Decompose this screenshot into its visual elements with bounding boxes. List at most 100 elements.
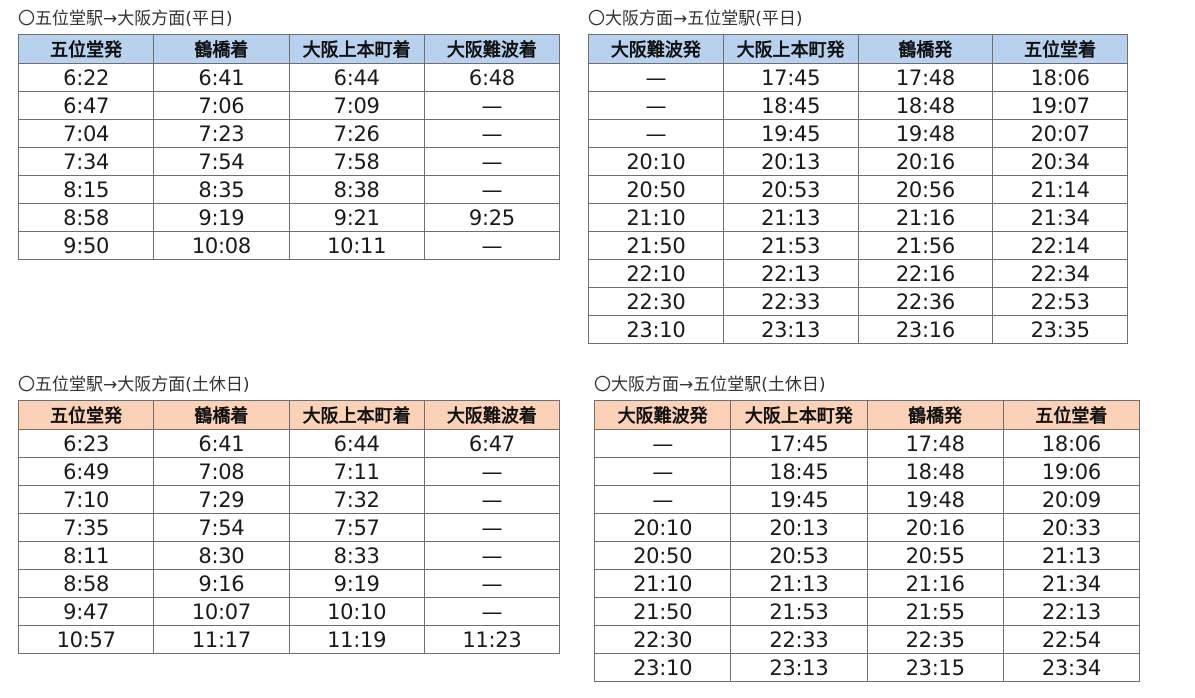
time-cell: 20:10 — [588, 147, 724, 176]
time-cell: 21:34 — [992, 203, 1128, 232]
time-cell: 20:13 — [730, 513, 868, 542]
time-cell: 9:50 — [17, 231, 155, 260]
time-cell: 11:19 — [288, 625, 425, 654]
time-cell: 8:33 — [288, 541, 425, 570]
table-row: 10:57 11:17 11:19 11:23 — [17, 625, 561, 654]
time-cell: — — [588, 119, 724, 148]
time-cell: 17:45 — [730, 429, 868, 458]
time-cell: 23:10 — [588, 315, 724, 344]
time-cell: 18:45 — [722, 91, 859, 120]
time-cell: 19:45 — [722, 119, 859, 148]
time-cell: 18:06 — [1002, 429, 1141, 458]
time-cell: 6:44 — [288, 63, 425, 92]
time-cell: — — [423, 569, 561, 598]
time-cell: 20:50 — [593, 541, 732, 570]
time-cell: — — [588, 91, 724, 120]
table-row: 22:30 22:33 22:36 22:53 — [588, 287, 1128, 316]
table-row: 7:35 7:54 7:57— — [17, 513, 561, 542]
time-cell: 7:10 — [17, 485, 155, 514]
time-cell: 7:09 — [288, 91, 425, 120]
table-row: 20:50 20:53 20:55 21:13 — [593, 541, 1141, 570]
time-cell: 20:56 — [857, 175, 994, 204]
time-cell: 9:19 — [288, 569, 425, 598]
time-cell: 22:13 — [722, 259, 859, 288]
timetable-table: 大阪難波発 大阪上本町発 鶴橋発 五位堂着 —17:45 17:48 18:06—18:45… — [593, 400, 1141, 682]
table-row: 20:10 20:13 20:16 20:34 — [588, 147, 1128, 176]
column-header: 大阪難波着 — [423, 400, 561, 430]
table-header-row: 五位堂発 鶴橋着 大阪上本町着 大阪難波着 — [17, 34, 561, 64]
timetable-holiday-to-goido: 〇大阪方面→五位堂駅(土休日) 大阪難波発 大阪上本町発 鶴橋発 五位堂着 —17:45… — [593, 374, 1141, 682]
time-cell: 11:23 — [423, 625, 561, 654]
time-cell: 8:58 — [17, 203, 155, 232]
table-row: 8:58 9:19 9:21 9:25 — [17, 203, 561, 232]
time-cell: 9:21 — [288, 203, 425, 232]
time-cell: 7:11 — [288, 457, 425, 486]
table-row: —17:45 17:48 18:06 — [588, 63, 1128, 92]
time-cell: 7:26 — [288, 119, 425, 148]
time-cell: 18:45 — [730, 457, 868, 486]
time-cell: — — [423, 147, 561, 176]
table-row: 6:22 6:41 6:44 6:48 — [17, 63, 561, 92]
column-header: 大阪難波発 — [588, 34, 724, 64]
table-row: 7:34 7:54 7:58— — [17, 147, 561, 176]
time-cell: 20:50 — [588, 175, 724, 204]
time-cell: 21:10 — [588, 203, 724, 232]
time-cell: 10:07 — [153, 597, 290, 626]
table-row: 8:15 8:35 8:38— — [17, 175, 561, 204]
time-cell: 21:13 — [722, 203, 859, 232]
time-cell: 6:44 — [288, 429, 425, 458]
column-header: 五位堂発 — [17, 34, 155, 64]
time-cell: 21:53 — [730, 597, 868, 626]
table-row: 9:50 10:08 10:11— — [17, 231, 561, 260]
time-cell: 6:23 — [17, 429, 155, 458]
table-row: 7:10 7:29 7:32— — [17, 485, 561, 514]
time-cell: 19:45 — [730, 485, 868, 514]
time-cell: 22:53 — [992, 287, 1128, 316]
table-row: 8:11 8:30 8:33— — [17, 541, 561, 570]
time-cell: 20:13 — [722, 147, 859, 176]
time-cell: 7:04 — [17, 119, 155, 148]
time-cell: 22:13 — [1002, 597, 1141, 626]
time-cell: 21:10 — [593, 569, 732, 598]
time-cell: — — [593, 429, 732, 458]
table-row: 6:47 7:06 7:09— — [17, 91, 561, 120]
time-cell: 7:54 — [153, 147, 290, 176]
table-row: 6:49 7:08 7:11— — [17, 457, 561, 486]
time-cell: — — [588, 63, 724, 92]
time-cell: 6:41 — [153, 63, 290, 92]
time-cell: 8:30 — [153, 541, 290, 570]
time-cell: 22:33 — [730, 625, 868, 654]
time-cell: 8:35 — [153, 175, 290, 204]
time-cell: 21:14 — [992, 175, 1128, 204]
time-cell: 8:38 — [288, 175, 425, 204]
time-cell: 6:49 — [17, 457, 155, 486]
time-cell: 7:23 — [153, 119, 290, 148]
column-header: 五位堂着 — [1002, 400, 1141, 430]
time-cell: 6:22 — [17, 63, 155, 92]
column-header: 五位堂着 — [992, 34, 1128, 64]
time-cell: — — [593, 485, 732, 514]
table-row: —19:45 19:48 20:09 — [593, 485, 1141, 514]
time-cell: 23:13 — [730, 653, 868, 682]
time-cell: 17:45 — [722, 63, 859, 92]
time-cell: 22:16 — [857, 259, 994, 288]
time-cell: 10:11 — [288, 231, 425, 260]
time-cell: — — [423, 91, 561, 120]
time-cell: 9:19 — [153, 203, 290, 232]
time-cell: 21:53 — [722, 231, 859, 260]
column-header: 鶴橋着 — [153, 400, 290, 430]
timetable-weekday-to-goido: 〇大阪方面→五位堂駅(平日) 大阪難波発 大阪上本町発 鶴橋発 五位堂着 —17:45 1… — [588, 8, 1128, 344]
table-row: —18:45 18:48 19:06 — [593, 457, 1141, 486]
time-cell: 20:09 — [1002, 485, 1141, 514]
time-cell: 7:54 — [153, 513, 290, 542]
time-cell: 17:48 — [857, 63, 994, 92]
table-row: —18:45 18:48 19:07 — [588, 91, 1128, 120]
time-cell: — — [423, 119, 561, 148]
time-cell: 20:53 — [730, 541, 868, 570]
time-cell: 7:58 — [288, 147, 425, 176]
time-cell: 6:48 — [423, 63, 561, 92]
time-cell: 22:30 — [588, 287, 724, 316]
time-cell: — — [423, 175, 561, 204]
time-cell: 21:50 — [588, 231, 724, 260]
column-header: 大阪上本町着 — [288, 34, 425, 64]
